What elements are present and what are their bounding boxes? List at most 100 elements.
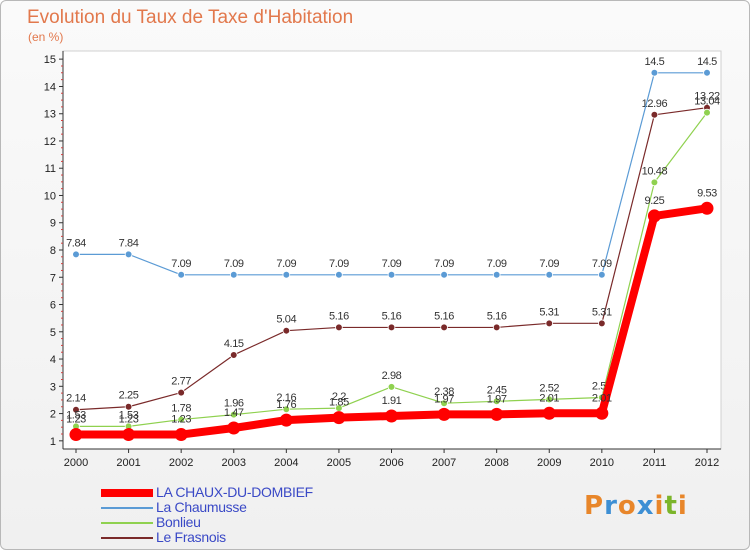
data-point [437,407,451,421]
x-tick-label: 2010 [590,457,614,469]
data-label: 1.97 [487,393,507,405]
data-point [595,406,609,420]
data-label: 5.16 [329,310,349,322]
x-tick-label: 2005 [327,457,351,469]
data-label: 1.76 [276,399,296,411]
logo-letter: P [584,491,605,521]
data-point [69,428,83,442]
data-point [229,351,238,359]
legend-swatch [101,522,153,524]
data-point [647,209,661,223]
legend-label: La Chaumusse [156,499,247,515]
x-tick-label: 2003 [222,457,246,469]
data-point [703,69,711,77]
data-point [72,250,80,259]
data-label: 4.15 [224,338,244,350]
data-label: 1.23 [66,414,86,426]
data-point [282,271,291,279]
y-tick-label: 6 [50,300,56,312]
data-label: 14.5 [697,56,717,68]
data-point [122,428,136,442]
data-label: 1.53 [119,409,139,421]
data-point [229,410,238,419]
data-point [700,201,714,215]
x-tick-label: 2008 [484,457,508,469]
data-point [227,421,241,435]
data-point [387,271,396,279]
data-label: 2.25 [119,390,139,402]
x-tick-label: 2000 [64,457,88,469]
y-tick-label: 9 [50,218,56,230]
data-point [177,271,185,279]
data-point [282,326,291,335]
data-label: 7.09 [539,258,559,270]
data-label: 7.09 [487,258,507,270]
data-label: 7.09 [329,258,349,270]
data-label: 2.52 [539,382,559,394]
data-label: 14.5 [645,56,665,68]
data-point [335,271,343,279]
data-label: 7.09 [171,258,191,270]
data-label: 7.09 [592,258,612,270]
data-label: 13.22 [694,91,720,103]
legend-label: LA CHAUX-DU-DOMBIEF [156,484,313,500]
data-label: 10.48 [642,165,668,177]
data-point [124,250,133,259]
data-point [650,69,659,77]
data-label: 5.16 [382,310,402,322]
data-label: 7.84 [66,237,86,249]
y-tick-label: 8 [50,245,56,257]
logo-letter: x [636,491,655,521]
legend-label: Le Frasnois [156,529,226,545]
y-tick-label: 11 [45,163,56,175]
x-tick-label: 2012 [695,457,719,469]
y-tick-label: 15 [44,54,56,66]
y-tick-label: 2 [50,409,56,421]
data-label: 1.23 [171,414,191,426]
y-tick-label: 14 [44,81,56,93]
data-point [387,383,396,391]
logo-letter: r [604,491,618,521]
data-point [440,399,448,408]
legend-swatch [101,507,153,509]
data-point [545,319,554,328]
data-label: 2.45 [487,384,507,396]
data-point [650,110,659,119]
y-tick-label: 7 [50,272,56,284]
data-label: 7.09 [276,258,296,270]
y-tick-label: 13 [44,109,56,121]
data-point [174,428,188,442]
data-label: 9.25 [645,195,665,207]
data-point [335,323,343,332]
data-label: 2.38 [434,386,454,398]
data-label: 7.09 [224,258,244,270]
data-label: 2.77 [171,376,191,388]
data-point [545,271,554,279]
y-tick-label: 1 [50,436,56,448]
data-point [177,415,185,424]
data-label: 1.85 [329,397,349,409]
data-label: 2.2 [332,391,346,403]
legend-swatch [101,489,153,497]
x-tick-label: 2007 [432,457,456,469]
data-point [387,323,396,332]
data-label: 2.14 [66,393,86,405]
logo-letter: t [664,491,678,521]
data-point [545,395,554,404]
x-tick-label: 2001 [116,457,140,469]
data-label: 1.96 [224,398,244,410]
data-point [650,178,659,187]
data-label: 2.16 [276,392,296,404]
data-point [492,397,501,406]
data-point [124,402,133,411]
data-point [542,406,556,420]
data-label: 5.16 [487,310,507,322]
data-label: 5.31 [592,306,612,318]
y-tick-label: 4 [50,354,56,366]
data-point [492,323,501,332]
logo-letter: i [654,491,665,521]
y-tick-label: 3 [50,381,56,393]
proxiti-logo: Proxiti [584,491,688,521]
data-label: 5.31 [539,306,559,318]
